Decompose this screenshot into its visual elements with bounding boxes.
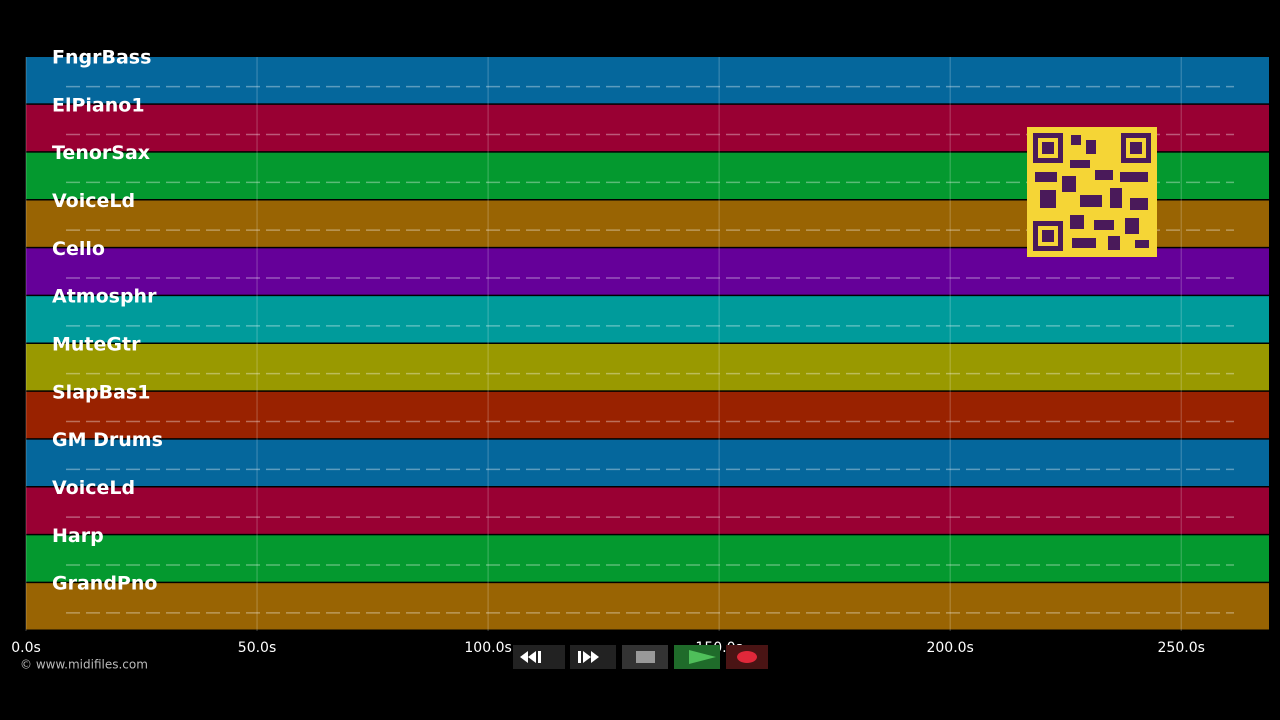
copyright: © www.midifiles.com bbox=[20, 658, 148, 672]
track-name: MuteGtr bbox=[52, 334, 141, 356]
track-name: Cello bbox=[52, 238, 105, 260]
track-lane bbox=[26, 391, 1269, 439]
track-lane bbox=[26, 296, 1269, 343]
forward-button[interactable] bbox=[570, 645, 616, 669]
track-name: ElPiano1 bbox=[52, 94, 145, 116]
track-name: VoiceLd bbox=[52, 477, 135, 499]
play-button[interactable] bbox=[674, 645, 720, 669]
track-lane bbox=[26, 57, 1269, 104]
track-lane bbox=[26, 535, 1269, 582]
track-name: TenorSax bbox=[52, 142, 150, 164]
record-button[interactable] bbox=[726, 645, 768, 669]
track-name: SlapBas1 bbox=[52, 381, 150, 403]
controls bbox=[513, 645, 768, 669]
track-name: VoiceLd bbox=[52, 190, 135, 212]
stop-button[interactable] bbox=[622, 645, 668, 669]
track-name: GM Drums bbox=[52, 429, 163, 451]
track-name: Harp bbox=[52, 525, 104, 547]
qr-code bbox=[1027, 127, 1157, 257]
track-lane bbox=[26, 344, 1269, 391]
x-tick-label: 50.0s bbox=[238, 640, 276, 656]
labels: FngrBass ElPiano1 TenorSax VoiceLd Cello Atmo… bbox=[52, 47, 163, 595]
x-tick-label: 200.0s bbox=[926, 640, 973, 656]
track-lane bbox=[26, 439, 1269, 486]
grid bbox=[25, 57, 1182, 631]
track-lane bbox=[26, 583, 1269, 630]
x-tick-label: 0.0s bbox=[11, 640, 41, 656]
rewind-button[interactable] bbox=[513, 645, 565, 669]
track-name: GrandPno bbox=[52, 573, 157, 595]
track-name: Atmosphr bbox=[52, 286, 157, 308]
track-name: FngrBass bbox=[52, 47, 151, 69]
x-tick-label: 250.0s bbox=[1158, 640, 1205, 656]
x-tick-label: 100.0s bbox=[464, 640, 511, 656]
track-lane bbox=[26, 487, 1269, 534]
